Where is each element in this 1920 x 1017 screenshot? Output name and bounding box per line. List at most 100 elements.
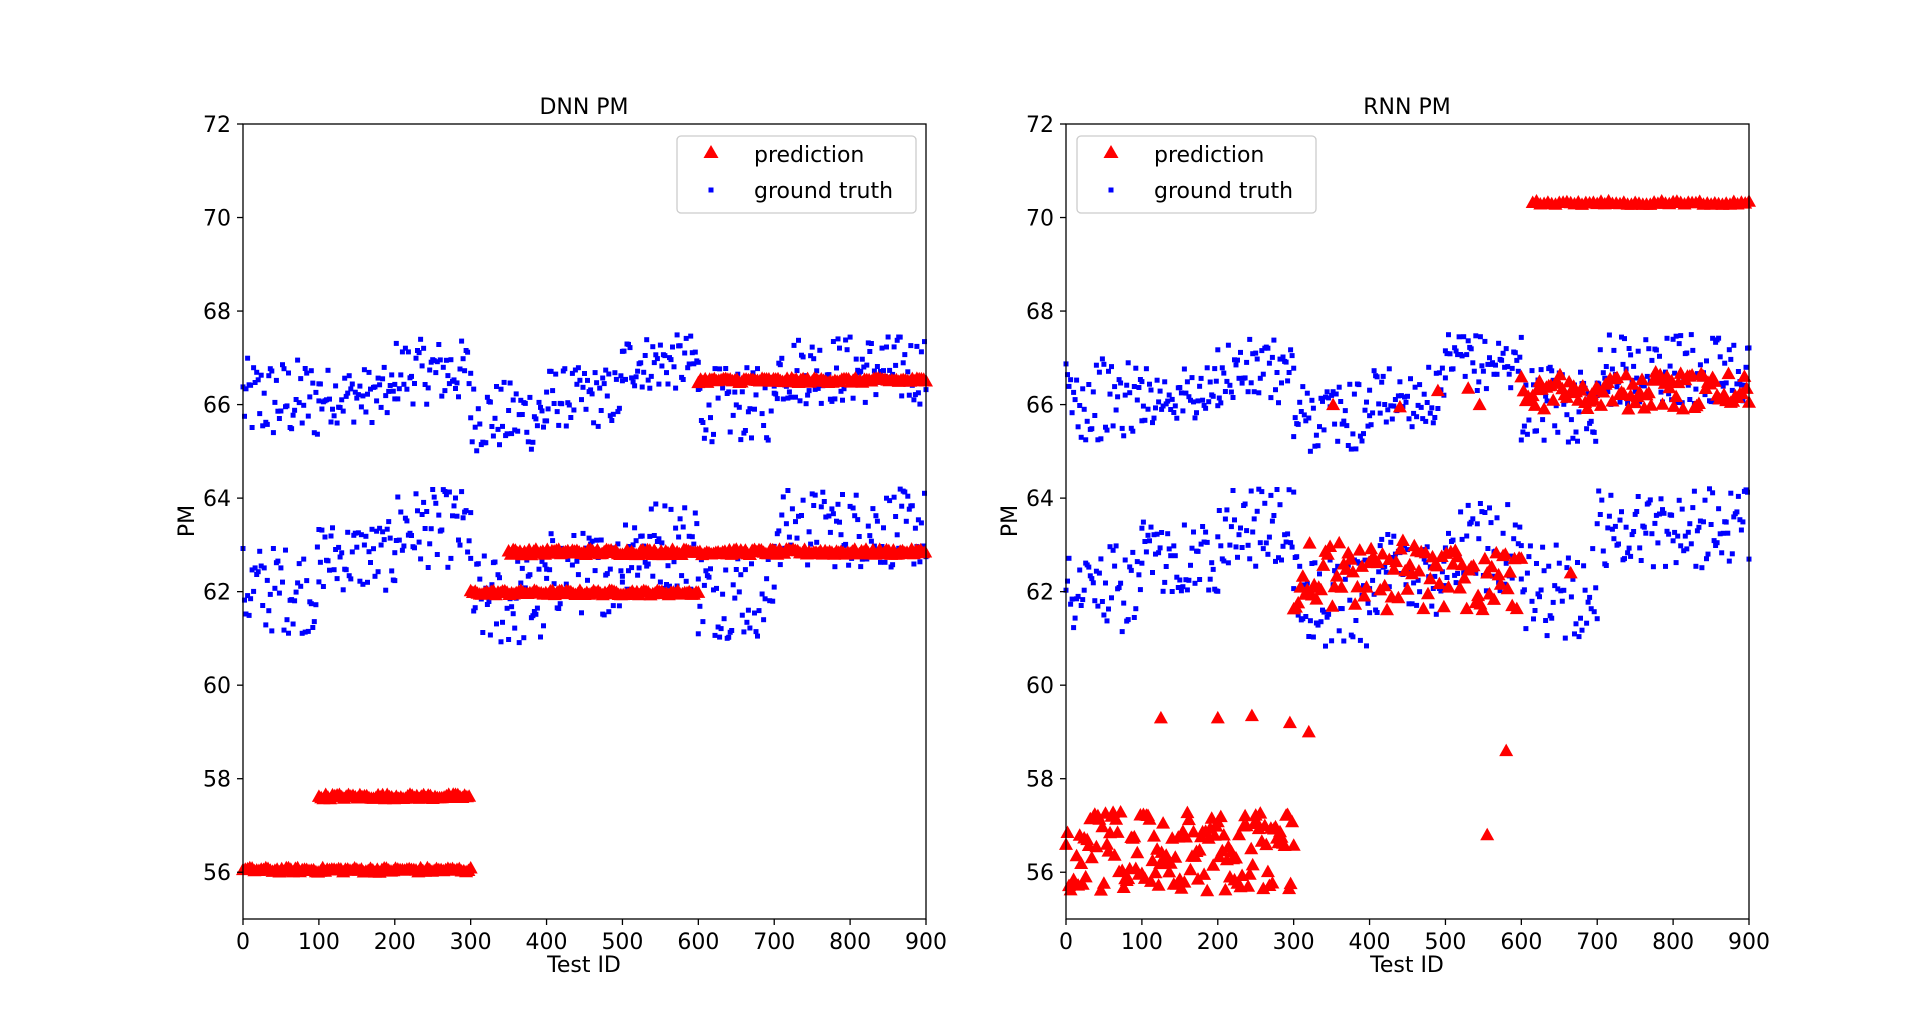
ground-truth-point [1096, 369, 1102, 375]
ground-truth-point [463, 508, 469, 514]
ground-truth-point [1184, 379, 1190, 385]
prediction-point [1386, 562, 1401, 575]
prediction-point [1402, 557, 1417, 571]
ground-truth-point [765, 557, 771, 562]
ground-truth-point [682, 505, 688, 511]
ground-truth-point [893, 362, 899, 368]
ground-truth-point [642, 559, 648, 565]
ground-truth-point [797, 398, 803, 404]
ground-truth-point [917, 401, 923, 407]
prediction-point [1192, 843, 1207, 856]
ground-truth-point [354, 544, 360, 550]
ground-truth-point [1398, 393, 1404, 399]
prediction-point [1232, 827, 1246, 841]
prediction-point [1144, 874, 1158, 887]
ground-truth-point [1256, 486, 1262, 492]
ground-truth-point [1253, 350, 1259, 356]
ground-truth-point [1277, 356, 1283, 362]
ground-truth-point [1494, 515, 1500, 521]
ground-truth-point [1593, 438, 1599, 444]
ground-truth-point [358, 532, 364, 538]
prediction-point [1309, 592, 1324, 605]
ground-truth-point [261, 565, 267, 571]
prediction-point [1499, 743, 1514, 757]
ground-truth-point [1565, 439, 1571, 445]
ground-truth-point [506, 637, 512, 642]
ground-truth-point [840, 492, 845, 497]
ground-truth-point [494, 384, 499, 389]
ground-truth-point [619, 378, 625, 384]
ground-truth-point [708, 566, 713, 572]
prediction-point [1666, 399, 1681, 412]
ground-truth-point [1490, 360, 1495, 366]
ground-truth-point [1247, 556, 1253, 562]
ground-truth-point [1643, 530, 1649, 536]
prediction-point [1532, 374, 1547, 387]
ground-truth-point [1113, 407, 1119, 413]
prediction-point [918, 545, 933, 558]
ground-truth-point [515, 428, 521, 434]
ground-truth-point [1605, 389, 1611, 395]
ground-truth-point [1335, 563, 1341, 569]
ground-truth-point [752, 406, 757, 412]
ground-truth-point [1502, 364, 1508, 370]
ground-truth-point [1248, 488, 1254, 494]
ground-truth-point [366, 549, 372, 555]
ground-truth-point [650, 344, 656, 350]
ground-truth-point [1520, 429, 1526, 435]
ground-truth-point [826, 513, 832, 519]
ground-truth-point [873, 392, 879, 398]
ground-truth-point [598, 408, 604, 413]
prediction-point [1655, 397, 1670, 410]
ground-truth-point [1294, 554, 1300, 560]
ground-truth-point [1578, 369, 1583, 375]
ground-truth-point [547, 567, 553, 573]
prediction-point [1197, 867, 1212, 880]
prediction-point [1393, 542, 1408, 555]
ground-truth-point [357, 578, 363, 584]
ground-truth-point [1705, 551, 1711, 557]
ground-truth-point [1702, 392, 1708, 398]
ground-truth-point [1602, 375, 1608, 381]
ground-truth-point [1713, 543, 1719, 548]
ground-truth-point [286, 630, 291, 636]
y-tick-label: 58 [203, 768, 231, 793]
ground-truth-point [1332, 568, 1338, 574]
ground-truth-point [874, 364, 880, 369]
ground-truth-point [871, 368, 877, 374]
ground-truth-point [1197, 383, 1203, 389]
ground-truth-point [410, 401, 416, 407]
ground-truth-point [1485, 546, 1491, 551]
ground-truth-point [827, 529, 833, 535]
prediction-point [1484, 559, 1499, 573]
ground-truth-point [1678, 543, 1684, 549]
ground-truth-point [1134, 559, 1140, 565]
ground-truth-point [1351, 391, 1357, 397]
ground-truth-point [1227, 542, 1233, 548]
ground-truth-point [401, 381, 407, 387]
ground-truth-point [1477, 501, 1483, 506]
ground-truth-point [1479, 509, 1485, 515]
ground-truth-point [1720, 383, 1726, 389]
ground-truth-point [1570, 435, 1576, 441]
ground-truth-point [380, 529, 386, 535]
ground-truth-point [472, 424, 478, 430]
ground-truth-point [1408, 376, 1413, 382]
prediction-point [1177, 875, 1192, 888]
ground-truth-point [1470, 360, 1476, 366]
ground-truth-point [522, 400, 528, 406]
ground-truth-point [460, 515, 466, 521]
ground-truth-point [1066, 555, 1072, 561]
ground-truth-point [727, 429, 733, 435]
ground-truth-point [254, 369, 260, 375]
ground-truth-point [1537, 594, 1542, 600]
ground-truth-point [1154, 377, 1160, 383]
ground-truth-point [1280, 543, 1286, 549]
prediction-point [1450, 549, 1465, 563]
ground-truth-point [645, 377, 651, 383]
y-tick-label: 62 [203, 581, 231, 606]
ground-truth-point [404, 386, 410, 392]
prediction-point [1430, 383, 1445, 397]
ground-truth-point [1477, 334, 1483, 340]
ground-truth-point [399, 349, 405, 355]
